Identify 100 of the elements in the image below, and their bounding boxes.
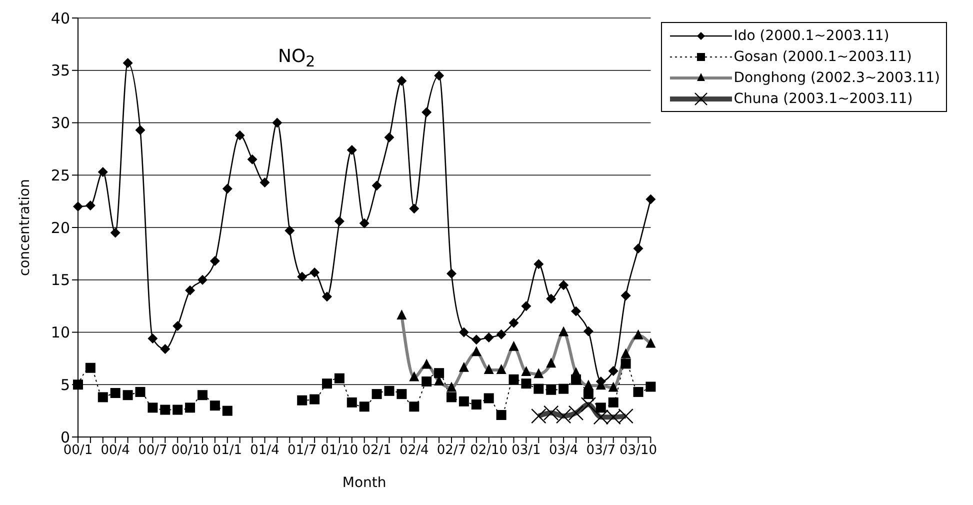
x-tick-label: 03/4 [548, 443, 578, 458]
point [646, 194, 656, 204]
point [334, 373, 344, 384]
point [608, 366, 618, 376]
point [310, 394, 320, 404]
x-tick-label: 02/4 [400, 443, 429, 458]
point [222, 184, 232, 194]
point [496, 410, 506, 420]
text: NO$_{2}$ [278, 46, 316, 71]
point [558, 280, 569, 290]
point [148, 402, 158, 413]
point [620, 290, 631, 301]
x-tick-label: 00/10 [171, 443, 209, 458]
point [359, 218, 370, 228]
point [222, 406, 232, 416]
point [484, 332, 494, 342]
point [471, 334, 482, 345]
point [546, 384, 556, 395]
x-tick-label: 02/1 [362, 443, 392, 458]
point [583, 326, 594, 336]
point [633, 386, 644, 397]
point [471, 400, 482, 410]
point [633, 243, 644, 254]
point [446, 268, 456, 279]
point [508, 318, 519, 328]
point [484, 393, 494, 404]
point [135, 125, 146, 136]
point [409, 204, 420, 214]
point [272, 118, 282, 128]
y-tick-label: 5 [60, 376, 70, 394]
x-tick-label: 02/7 [436, 443, 466, 458]
point [73, 202, 83, 212]
x-tick-label: 00/4 [100, 443, 130, 458]
point [422, 376, 432, 386]
point [571, 306, 582, 316]
point [434, 368, 444, 378]
point [322, 378, 332, 389]
y-tick-label: 10 [50, 324, 70, 342]
point [521, 301, 532, 312]
x-tick-label: 01/1 [212, 443, 242, 458]
x-tick-label: 03/7 [586, 443, 616, 458]
point [346, 397, 357, 408]
point [110, 388, 120, 398]
point [409, 402, 420, 412]
x-tick-label: 01/7 [288, 443, 317, 458]
point [98, 392, 108, 402]
point [85, 362, 96, 373]
point [384, 132, 394, 142]
point [122, 390, 133, 400]
legend-label: Chuna (2003.1~2003.11) [734, 90, 913, 106]
point [135, 386, 146, 397]
x-tick-label: 00/1 [63, 443, 93, 458]
point [185, 402, 196, 413]
point [346, 144, 357, 155]
point [172, 404, 183, 415]
point [198, 274, 208, 285]
point [234, 130, 245, 140]
point [521, 378, 532, 389]
point [384, 386, 394, 396]
point [546, 294, 556, 304]
point [396, 76, 407, 86]
point [596, 402, 606, 413]
point [534, 384, 544, 394]
point [148, 334, 158, 344]
point [297, 272, 308, 282]
point [185, 285, 196, 296]
point [458, 396, 469, 406]
y-tick-label: 35 [50, 62, 70, 80]
x-tick-label: 01/10 [320, 443, 358, 458]
y-axis-title: concentration [16, 179, 33, 276]
x-tick-label: 00/7 [138, 443, 168, 458]
point [508, 374, 519, 384]
x-axis-title: Month [342, 475, 386, 491]
point [396, 389, 407, 400]
point [160, 404, 170, 415]
y-tick-label: 40 [50, 9, 70, 28]
point [334, 216, 344, 226]
point [98, 166, 108, 177]
legend-label: Ido (2000.1~2003.11) [734, 28, 890, 44]
point [85, 200, 96, 211]
point [160, 344, 170, 354]
point [260, 177, 270, 188]
point [558, 384, 569, 394]
x-tick-label: 01/4 [250, 443, 280, 458]
point [372, 180, 382, 191]
point [198, 390, 208, 400]
point [496, 329, 506, 340]
x-tick-label: 03/1 [512, 443, 541, 458]
point [608, 397, 618, 408]
legend-label: Gosan (2000.1~2003.11) [734, 48, 912, 64]
point [310, 268, 320, 278]
point [359, 402, 370, 412]
point [210, 400, 220, 411]
point [434, 70, 444, 81]
y-tick-label: 30 [50, 114, 70, 132]
point [583, 389, 594, 400]
point [122, 58, 133, 68]
point [422, 107, 432, 118]
point [458, 327, 469, 338]
y-tick-label: 20 [50, 218, 70, 237]
